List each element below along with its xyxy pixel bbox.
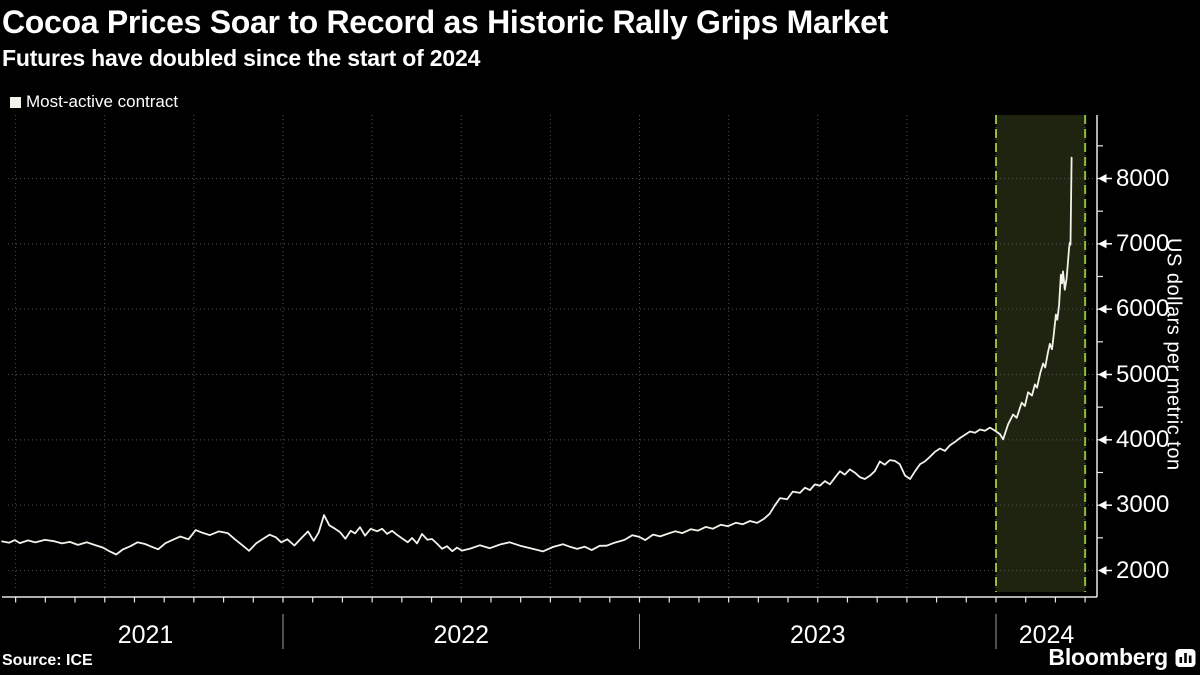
y-axis-tick-arrow-icon bbox=[1098, 566, 1107, 575]
price-line-most-active-contract bbox=[1, 156, 1073, 556]
year-label-2024: 2024 bbox=[1018, 621, 1075, 649]
y-tick-label: 4000 bbox=[1116, 425, 1170, 453]
year-label-2022: 2022 bbox=[433, 621, 490, 649]
y-tick-label: 2000 bbox=[1116, 556, 1170, 584]
source-note: Source: ICE bbox=[2, 652, 93, 669]
y-axis-tick-arrow-icon bbox=[1098, 370, 1107, 380]
y-axis-title: US dollars per metric ton bbox=[1162, 237, 1185, 471]
y-axis-tick-arrow-icon bbox=[1098, 304, 1107, 314]
y-axis-tick-arrow-icon bbox=[1098, 239, 1107, 249]
y-tick-label: 3000 bbox=[1116, 491, 1170, 519]
legend-label: Most-active contract bbox=[26, 92, 179, 111]
y-axis-tick-arrow-icon bbox=[1098, 435, 1107, 445]
chart-title: Cocoa Prices Soar to Record as Historic … bbox=[2, 4, 889, 40]
bloomberg-logo-icon bbox=[1175, 648, 1196, 667]
y-tick-label: 5000 bbox=[1116, 360, 1170, 388]
y-tick-label: 7000 bbox=[1116, 229, 1170, 257]
legend-swatch-icon bbox=[10, 96, 21, 108]
y-axis-tick-arrow-icon bbox=[1098, 174, 1107, 184]
year-label-2021: 2021 bbox=[117, 621, 174, 649]
legend: Most-active contract bbox=[10, 92, 178, 112]
y-tick-label: 8000 bbox=[1116, 164, 1170, 192]
year-label-2023: 2023 bbox=[789, 621, 846, 649]
chart-subtitle: Futures have doubled since the start of … bbox=[2, 45, 481, 71]
y-axis-tick-arrow-icon bbox=[1098, 500, 1107, 510]
bloomberg-wordmark: Bloomberg bbox=[1048, 644, 1196, 671]
bloomberg-text: Bloomberg bbox=[1048, 644, 1168, 670]
y-tick-label: 6000 bbox=[1116, 295, 1170, 323]
